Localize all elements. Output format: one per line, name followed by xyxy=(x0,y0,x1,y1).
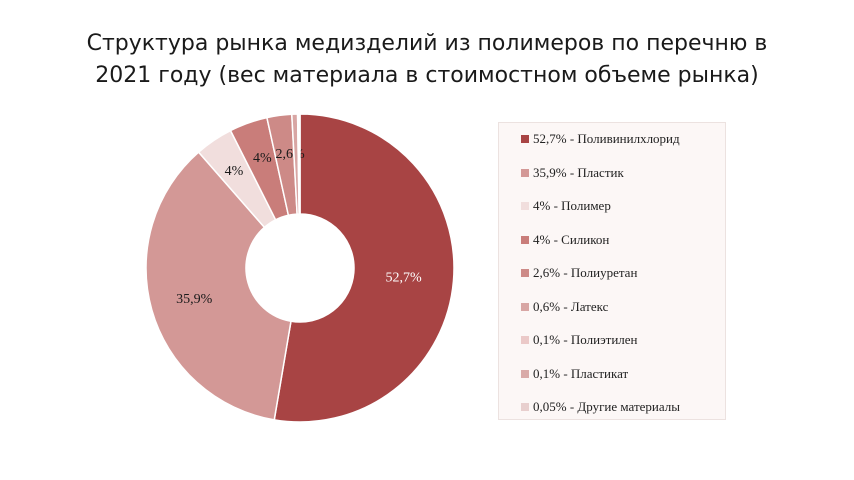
legend-item-8: 0,1% - Пластикат xyxy=(521,364,628,384)
slice-1 xyxy=(273,113,455,423)
legend-item-6: 0,6% - Латекс xyxy=(521,297,608,317)
legend-swatch xyxy=(521,403,529,411)
chart-title-line-1: Структура рынка медизделий из полимеров … xyxy=(86,31,768,56)
legend-item-2: 35,9% - Пластик xyxy=(521,163,624,183)
chart-title-line-2: 2021 году (вес материала в стоимостном о… xyxy=(95,63,759,88)
legend-swatch xyxy=(521,369,529,378)
legend-item-7: 0,1% - Полиэтилен xyxy=(521,330,638,350)
legend-label: 52,7% - Поливинилхлорид xyxy=(533,131,680,146)
legend-label: 4% - Полимер xyxy=(533,198,611,213)
donut-chart: 52,7%35,9%4%4% 2,6% xyxy=(145,113,455,423)
data-label-3: 4% xyxy=(225,164,244,179)
legend-swatch xyxy=(521,269,529,277)
legend-label: 35,9% - Пластик xyxy=(533,164,624,180)
legend-swatch xyxy=(521,202,529,210)
legend-label: 2,6% - Полиуретан xyxy=(533,265,638,280)
chart-legend: 52,7% - Поливинилхлорид 35,9% - Пластик 4%… xyxy=(498,122,726,420)
legend-item-4: 4% - Силикон xyxy=(521,230,609,250)
chart-title: Структура рынка медизделий из полимеров … xyxy=(0,28,854,92)
legend-swatch xyxy=(521,302,529,311)
slice-2 xyxy=(145,151,292,421)
data-label-4: 4% xyxy=(253,151,272,166)
legend-label: 0,05% - Другие материалы xyxy=(533,399,680,414)
legend-swatch xyxy=(521,235,529,244)
legend-item-1: 52,7% - Поливинилхлорид xyxy=(521,129,680,149)
legend-label: 0,1% - Пластикат xyxy=(533,365,629,381)
data-label-2: 35,9% xyxy=(176,292,213,307)
data-label-1: 52,7% xyxy=(386,271,423,286)
legend-label: 0,1% - Полиэтилен xyxy=(533,332,638,347)
legend-item-5: 2,6% - Полиуретан xyxy=(521,263,637,283)
legend-item-9: 0,05% - Другие материалы xyxy=(521,397,680,417)
legend-swatch xyxy=(521,336,529,344)
legend-swatch xyxy=(521,168,529,177)
legend-label: 0,6% - Латекс xyxy=(533,298,609,314)
legend-label: 4% - Силикон xyxy=(533,231,610,247)
legend-item-3: 4% - Полимер xyxy=(521,196,611,216)
legend-swatch xyxy=(521,135,529,143)
